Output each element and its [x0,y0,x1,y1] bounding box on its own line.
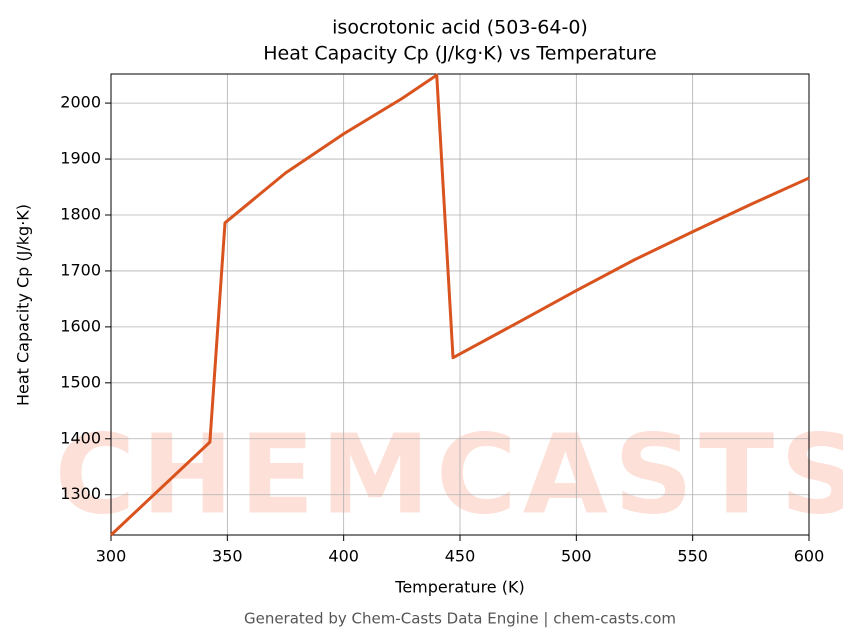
y-tick-label: 1800 [60,204,101,223]
y-tick-label: 2000 [60,93,101,112]
data-line [109,73,810,537]
y-axis-label: Heat Capacity Cp (J/kg·K) [14,204,33,406]
chart-subtitle: Heat Capacity Cp (J/kg·K) vs Temperature [263,43,657,65]
y-tick-label: 1600 [60,316,101,335]
y-tick-label: 1700 [60,260,101,279]
x-tick-label: 550 [677,547,708,566]
y-tick-label: 1900 [60,149,101,168]
chart-title: isocrotonic acid (503-64-0) [332,17,588,39]
x-tick-label: 450 [445,547,476,566]
x-tick-label: 300 [96,547,127,566]
x-axis-label: Temperature (K) [394,578,524,597]
x-tick-label: 400 [328,547,359,566]
plot-frame [110,73,810,536]
watermark: CHEMCASTS [55,410,843,538]
x-tick-label: 500 [561,547,592,566]
y-tick-label: 1400 [60,428,101,447]
x-tick-label: 350 [212,547,243,566]
x-tick-label: 600 [794,547,825,566]
y-tick-label: 1300 [60,484,101,503]
y-tick-label: 1500 [60,372,101,391]
footer: Generated by Chem-Casts Data Engine | ch… [244,610,676,628]
